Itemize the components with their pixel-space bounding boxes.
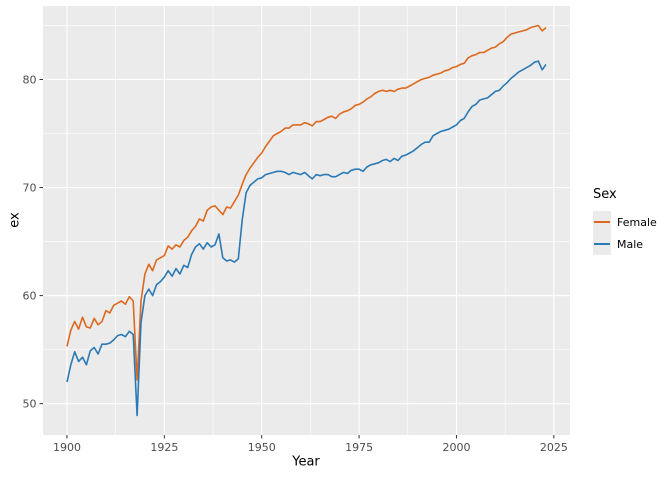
legend-key-male [593, 233, 611, 255]
x-axis-title: Year [292, 454, 320, 470]
x-tick-label: 1925 [150, 441, 178, 454]
x-tick-label: 2000 [442, 441, 470, 454]
x-tick-label: 1975 [345, 441, 373, 454]
legend-key-female [593, 211, 611, 233]
legend: Sex Female Male [593, 187, 671, 255]
legend-entry-male: Male [593, 233, 671, 255]
y-tick-label: 70 [23, 182, 37, 195]
y-axis-title: ex [7, 212, 23, 228]
series-line-female [66, 24, 547, 381]
series-line-male [66, 60, 547, 417]
legend-title: Sex [593, 187, 617, 202]
plot-panel [43, 6, 570, 435]
x-tick-label: 2025 [540, 441, 568, 454]
female-line-swatch [594, 221, 610, 223]
y-tick-label: 60 [23, 290, 37, 303]
x-tick-label: 1900 [53, 441, 81, 454]
x-tick-label: 1950 [248, 441, 276, 454]
y-tick-label: 80 [23, 73, 37, 86]
legend-entry-female: Female [593, 211, 671, 233]
male-line-swatch [594, 243, 610, 245]
legend-label-female: Female [617, 215, 657, 229]
y-tick-label: 50 [23, 398, 37, 411]
legend-label-male: Male [617, 237, 644, 251]
